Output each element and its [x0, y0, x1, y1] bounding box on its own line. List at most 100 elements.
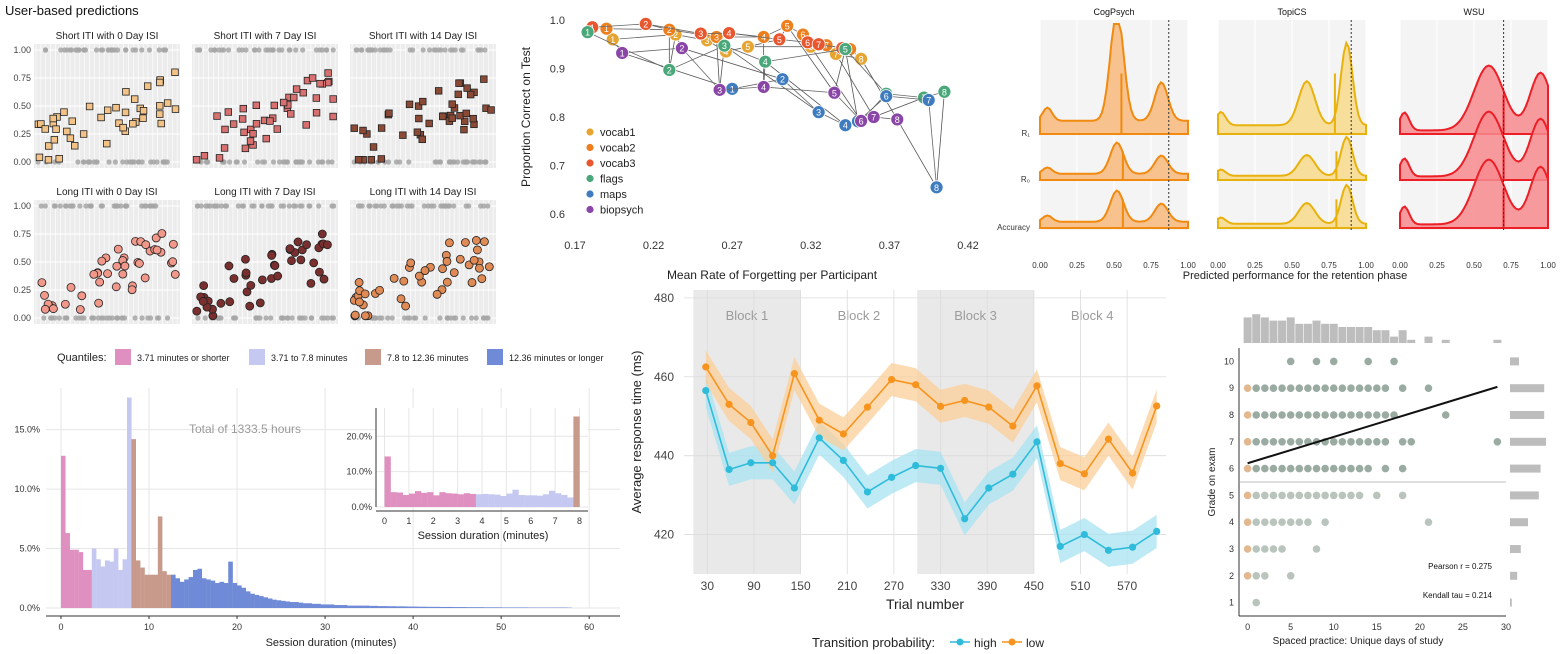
marginal-bar-top [1346, 327, 1355, 343]
data-point [1295, 384, 1304, 393]
legend-label: 12.36 minutes or longer [509, 353, 604, 363]
x-tick-label: 20 [1415, 622, 1425, 632]
point-label: 7 [926, 96, 931, 106]
predicted-point [285, 244, 295, 254]
data-point [1128, 469, 1137, 477]
histogram-bar [303, 603, 308, 608]
predicted-point [199, 281, 209, 290]
predicted-point [463, 84, 471, 92]
inset-x-tick-label: 5 [504, 516, 509, 526]
observed-point [330, 47, 336, 53]
facet-title: Short ITI with 7 Day ISI [214, 31, 317, 42]
observed-point [293, 47, 299, 53]
predicted-point [287, 256, 296, 266]
histogram-bar [404, 606, 409, 608]
histogram-bar [210, 580, 216, 608]
observed-point [52, 315, 58, 321]
observed-point [62, 203, 69, 209]
x-tick-label: 390 [977, 579, 997, 593]
x-tick-label: 0.25 [1247, 261, 1263, 270]
histogram-bar [118, 569, 123, 608]
inset-bar [408, 493, 416, 507]
predicted-point [324, 69, 332, 77]
marginal-bar-right [1510, 464, 1541, 473]
inset-bar [482, 493, 489, 507]
data-point [863, 488, 872, 496]
inset-x-axis-label: Session duration (minutes) [418, 530, 549, 542]
data-point [662, 63, 677, 77]
point-label: 1 [604, 24, 609, 34]
observed-point [281, 203, 287, 209]
predicted-point [455, 79, 463, 87]
histogram-bar [320, 604, 326, 608]
observed-point [156, 315, 162, 321]
x-tick-label: 0.17 [564, 240, 585, 252]
predicted-point [448, 114, 456, 122]
data-point [1355, 384, 1364, 393]
predicted-point [238, 115, 247, 123]
histogram-bar [157, 516, 163, 608]
inset-y-tick-label: 20.0% [346, 431, 372, 441]
x-tick-label: 10 [1329, 622, 1339, 632]
predicted-point [44, 156, 53, 164]
point-label: 2 [679, 44, 684, 54]
predicted-point [292, 85, 301, 93]
y-tick-label: 1.0 [550, 15, 565, 27]
predicted-point [40, 304, 50, 314]
inset-bar [555, 493, 562, 507]
legend-label: 3.71 minutes or shorter [137, 353, 230, 363]
marginal-bar-right [1510, 411, 1545, 419]
point-label: 6 [800, 30, 805, 40]
predicted-point [77, 291, 87, 301]
inset-bar [451, 493, 458, 507]
predicted-point [229, 120, 238, 128]
observed-point [372, 47, 378, 53]
predicted-point [246, 280, 256, 290]
data-point [1364, 357, 1372, 366]
observed-point [253, 315, 259, 321]
predicted-point [94, 298, 104, 308]
data-point [702, 386, 710, 395]
observed-point [70, 203, 76, 209]
point-label: 7 [871, 113, 876, 123]
data-point [929, 180, 944, 195]
x-tick-label: 1.00 [1358, 261, 1374, 270]
observed-point [443, 203, 449, 209]
y-tick-label: 440 [654, 449, 674, 463]
histogram-bar [149, 574, 154, 608]
x-tick-label: 0 [1245, 622, 1250, 632]
legend-swatch [586, 174, 594, 183]
predicted-point [454, 90, 462, 99]
predicted-point [414, 271, 424, 281]
data-point [854, 113, 869, 128]
predicted-point [471, 236, 481, 245]
histogram-bar [153, 574, 159, 608]
histogram-bar [470, 607, 475, 608]
observed-point [139, 47, 145, 53]
data-point [1329, 464, 1338, 473]
predicted-point [462, 109, 470, 118]
observed-point [359, 47, 365, 53]
data-point [1347, 464, 1355, 473]
inset-bar [530, 495, 538, 507]
x-tick-label: 40 [408, 622, 418, 632]
data-point [1278, 464, 1286, 473]
data-point [1243, 411, 1252, 419]
observed-point [146, 47, 153, 53]
block-label: Block 1 [726, 308, 769, 323]
observed-point [108, 47, 114, 53]
histogram-bar [452, 607, 458, 608]
observed-point [469, 159, 476, 165]
observed-point [460, 47, 466, 53]
data-point [1295, 411, 1304, 419]
predicted-point [240, 128, 248, 137]
predicted-point [122, 88, 130, 96]
data-point [1364, 411, 1372, 419]
predicted-point [466, 90, 475, 99]
observed-point [207, 203, 213, 209]
histogram-bar [206, 579, 211, 608]
y-tick-label: 4 [1229, 517, 1234, 527]
predicted-point [448, 100, 456, 108]
inset-bar [475, 494, 483, 507]
histogram-bar [333, 605, 339, 608]
